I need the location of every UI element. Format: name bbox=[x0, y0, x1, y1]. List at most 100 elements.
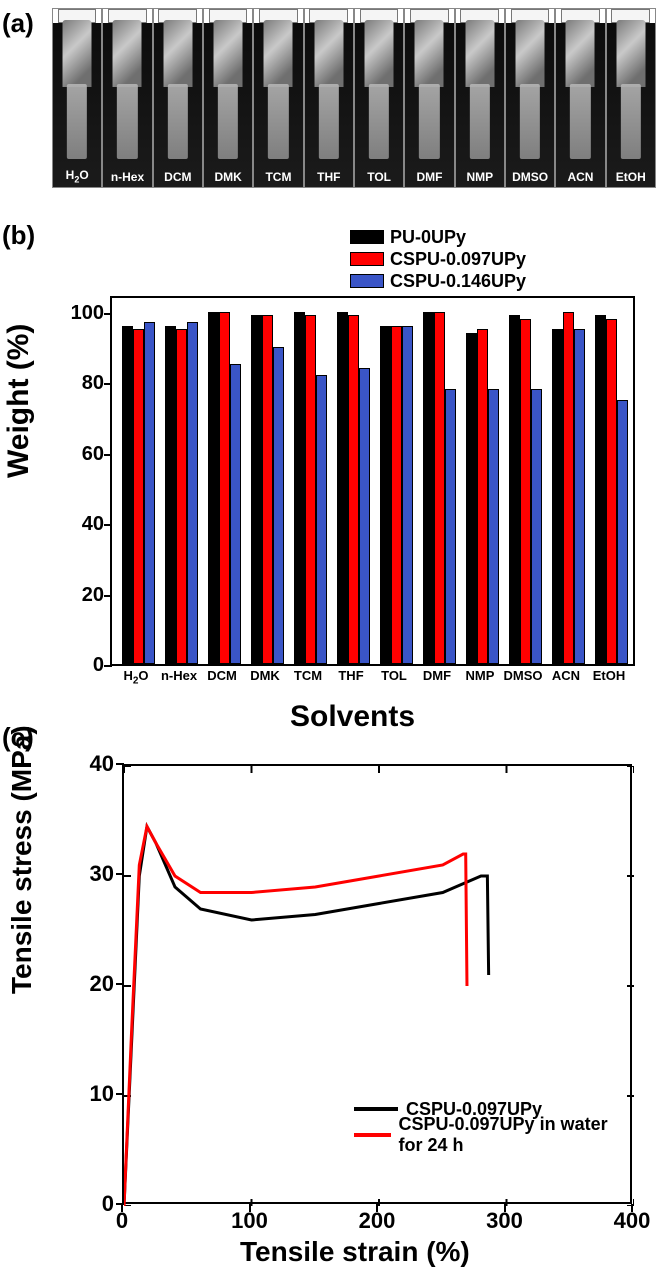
bar bbox=[316, 375, 327, 664]
vial-clip bbox=[163, 20, 192, 88]
vial-sample bbox=[621, 84, 641, 159]
xtick-mark bbox=[121, 1204, 123, 1212]
panel-c-ylabel: Tensile stress (MPa) bbox=[6, 725, 38, 994]
bar bbox=[208, 312, 219, 664]
xtick-mark bbox=[249, 1204, 251, 1212]
ytick-mark bbox=[116, 983, 124, 985]
vial: TOL bbox=[354, 8, 404, 188]
panel-b-xlabel: Solvents bbox=[290, 700, 415, 734]
legend-label: PU-0UPy bbox=[390, 227, 466, 248]
bar bbox=[359, 368, 370, 664]
panel-a-label: (a) bbox=[2, 8, 34, 39]
legend-row: PU-0UPy bbox=[350, 226, 526, 248]
bar bbox=[477, 329, 488, 664]
vial-clip bbox=[214, 20, 243, 88]
bar bbox=[574, 329, 585, 664]
vial: DMSO bbox=[505, 8, 555, 188]
ytick-label: 100 bbox=[60, 302, 104, 325]
xtick-label: ACN bbox=[545, 668, 588, 683]
legend-label: CSPU-0.097UPy bbox=[390, 249, 526, 270]
vial-clip bbox=[264, 20, 293, 88]
panel-b-legend: PU-0UPyCSPU-0.097UPyCSPU-0.146UPy bbox=[350, 226, 526, 292]
legend-swatch bbox=[350, 274, 384, 288]
legend-line bbox=[354, 1107, 398, 1111]
vial-label: ACN bbox=[556, 170, 604, 184]
bar bbox=[423, 312, 434, 664]
xtick-mark bbox=[504, 1204, 506, 1212]
bar bbox=[391, 326, 402, 664]
vial-label: EtOH bbox=[607, 170, 655, 184]
xtick-label: EtOH bbox=[588, 668, 631, 683]
vial: H2O bbox=[52, 8, 102, 188]
vial-clip bbox=[566, 20, 595, 88]
ytick-label: 0 bbox=[60, 654, 104, 677]
vial-label: TOL bbox=[355, 170, 403, 184]
bar bbox=[176, 329, 187, 664]
vial-label: DCM bbox=[154, 170, 202, 184]
ytick-mark bbox=[104, 454, 112, 456]
bar bbox=[305, 315, 316, 664]
vial-clip bbox=[314, 20, 343, 88]
vial-label: n-Hex bbox=[103, 170, 151, 184]
xtick-mark bbox=[376, 1204, 378, 1212]
panel-b-plot bbox=[110, 296, 635, 666]
bar bbox=[520, 319, 531, 664]
ytick-label: 20 bbox=[74, 971, 114, 997]
legend-line bbox=[354, 1133, 391, 1137]
vial-clip bbox=[616, 20, 645, 88]
bar bbox=[294, 312, 305, 664]
legend-label: CSPU-0.146UPy bbox=[390, 271, 526, 292]
bar bbox=[445, 389, 456, 664]
vial-sample bbox=[570, 84, 590, 159]
bar bbox=[488, 389, 499, 664]
vial-clip bbox=[516, 20, 545, 88]
bar bbox=[230, 364, 241, 664]
bar bbox=[273, 347, 284, 664]
panel-c-plot: CSPU-0.097UPyCSPU-0.097UPy in water for … bbox=[122, 764, 632, 1204]
ytick-label: 20 bbox=[60, 584, 104, 607]
vial-sample bbox=[520, 84, 540, 159]
bar bbox=[348, 315, 359, 664]
bar bbox=[531, 389, 542, 664]
vial-sample bbox=[67, 84, 87, 159]
vial-sample bbox=[470, 84, 490, 159]
vial: n-Hex bbox=[102, 8, 152, 188]
xtick-label: H2O bbox=[115, 668, 158, 687]
ytick-mark bbox=[116, 873, 124, 875]
vial: DMF bbox=[404, 8, 454, 188]
vial-clip bbox=[63, 20, 92, 88]
bar bbox=[617, 400, 628, 664]
xtick-label: NMP bbox=[459, 668, 502, 683]
bar bbox=[262, 315, 273, 664]
panel-b: PU-0UPyCSPU-0.097UPyCSPU-0.146UPy Weight… bbox=[0, 228, 667, 728]
vial: DCM bbox=[153, 8, 203, 188]
vial-sample bbox=[117, 84, 137, 159]
vial: NMP bbox=[455, 8, 505, 188]
bar bbox=[563, 312, 574, 664]
vial-clip bbox=[415, 20, 444, 88]
bar bbox=[337, 312, 348, 664]
ytick-label: 10 bbox=[74, 1081, 114, 1107]
bar bbox=[595, 315, 606, 664]
xtick-label: TCM bbox=[287, 668, 330, 683]
panel-c-xlabel: Tensile strain (%) bbox=[240, 1236, 470, 1268]
vial-clip bbox=[113, 20, 142, 88]
legend-row: CSPU-0.097UPy bbox=[350, 248, 526, 270]
legend-row: CSPU-0.097UPy in water for 24 h bbox=[354, 1122, 630, 1148]
xtick-label: THF bbox=[330, 668, 373, 683]
vial-label: TCM bbox=[254, 170, 302, 184]
vial-label: NMP bbox=[456, 170, 504, 184]
vial-label: DMK bbox=[204, 170, 252, 184]
bar bbox=[434, 312, 445, 664]
ytick-label: 40 bbox=[74, 751, 114, 777]
xtick-label: DMSO bbox=[502, 668, 545, 683]
vial: ACN bbox=[555, 8, 605, 188]
panel-c-legend: CSPU-0.097UPyCSPU-0.097UPy in water for … bbox=[354, 1096, 630, 1148]
xtick-label: n-Hex bbox=[158, 668, 201, 683]
bar bbox=[606, 319, 617, 664]
bar bbox=[133, 329, 144, 664]
legend-swatch bbox=[350, 252, 384, 266]
bar bbox=[144, 322, 155, 664]
vial: DMK bbox=[203, 8, 253, 188]
ytick-mark bbox=[116, 1093, 124, 1095]
